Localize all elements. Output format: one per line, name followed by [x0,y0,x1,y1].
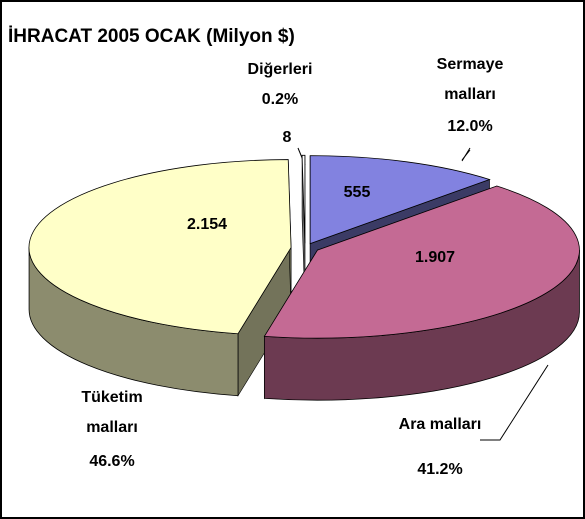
value-label: 555 [343,184,371,201]
percent-label: 41.2% [417,461,463,478]
value-label: 2.154 [186,216,228,233]
value-label: 1.907 [414,249,456,266]
leader-line [461,147,471,162]
category-label: Sermaye malları [436,56,504,103]
leader-line [480,364,549,441]
chart-title: İHRACAT 2005 OCAK (Milyon $) [8,26,295,47]
value-label: 8 [282,129,292,146]
percent-label: 46.6% [89,453,135,470]
slice [28,159,292,335]
slice [301,154,306,244]
category-label: Diğerleri [247,61,313,78]
slice [309,155,491,245]
percent-label: 0.2% [261,91,299,108]
category-label: Ara malları [398,416,482,433]
percent-label: 12.0% [447,118,493,135]
category-label: Tüketim malları [81,389,143,436]
slice [263,185,580,339]
